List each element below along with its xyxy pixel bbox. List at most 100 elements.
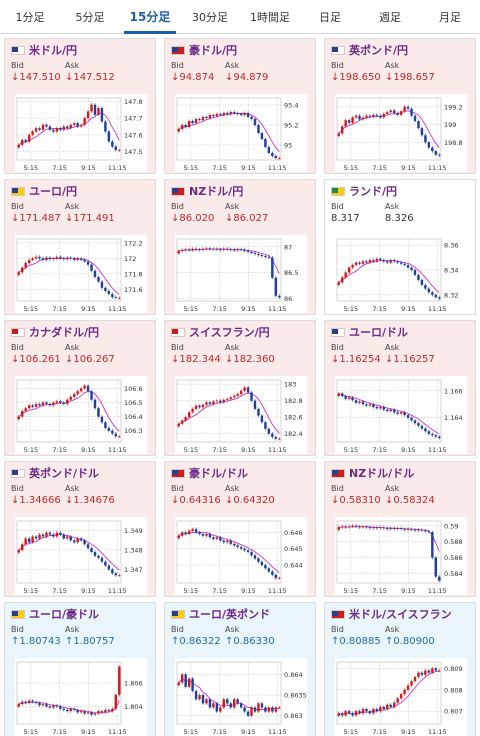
candlestick-chart[interactable]: 183 182.8 182.6 182.4 5:15 7:15 9:15 11:15 [175, 376, 307, 454]
candle-body [365, 116, 367, 118]
y-tick-label: 0.644 [284, 562, 303, 570]
candle-body [97, 408, 99, 416]
currency-pair-label[interactable]: ユーロ/円 [29, 183, 77, 199]
tab-0[interactable]: 1分足 [0, 0, 60, 33]
tab-1[interactable]: 5分足 [60, 0, 120, 33]
currency-pair-label[interactable]: ユーロ/ドル [349, 324, 408, 340]
currency-pair-label[interactable]: ユーロ/豪ドル [29, 606, 99, 622]
x-tick-label: 11:15 [428, 587, 447, 595]
candlestick-chart[interactable]: 172.2 172 171.8 171.6 5:15 7:15 9:15 11:15 [15, 235, 147, 313]
price-values: ↓0.58310 ↓0.58324 [331, 495, 469, 508]
currency-pair-label[interactable]: スイスフラン/円 [189, 324, 270, 340]
rate-card[interactable]: ランド/円 Bid Ask 8.317 8.326 8.36 8.34 8.32 5:15 7:1… [324, 179, 476, 315]
candle-body [49, 706, 51, 707]
tab-4[interactable]: 1時間足 [240, 0, 300, 33]
rate-card[interactable]: NZドル/円 Bid Ask ↓86.020 ↓86.027 87 86.5 86 5:15 7:… [164, 179, 316, 315]
currency-pair-label[interactable]: カナダドル/円 [29, 324, 99, 340]
price-labels: Bid Ask [331, 625, 469, 635]
rate-card[interactable]: ユーロ/円 Bid Ask ↓171.487 ↓171.491 172.2 172 171.8… [4, 179, 156, 315]
price-values: ↓171.487 ↓171.491 [11, 213, 149, 226]
candle-body [271, 258, 273, 278]
ask-label: Ask [65, 625, 119, 635]
candlestick-chart[interactable]: 1.166 1.164 5:15 7:15 9:15 11:15 [335, 376, 467, 454]
currency-pair-label[interactable]: 米ドル/円 [29, 42, 77, 58]
rate-card[interactable]: ユーロ/英ポンド Bid Ask ↑0.86322 ↑0.86330 0.864 0.863… [164, 602, 316, 736]
rate-card[interactable]: 英ポンド/ドル Bid Ask ↓1.34666 ↓1.34676 1.349 1.348 1… [4, 461, 156, 597]
currency-pair-label[interactable]: 英ポンド/円 [349, 42, 408, 58]
tab-5[interactable]: 日足 [300, 0, 360, 33]
rate-card[interactable]: ユーロ/豪ドル Bid Ask ↑1.80743 ↑1.80757 1.806 1.804 5… [4, 602, 156, 736]
card-header: 豪ドル/ドル [171, 466, 309, 480]
candlestick-chart[interactable]: 106.6 106.5 106.4 106.3 5:15 7:15 9:15 11:15 [15, 376, 147, 454]
candle-body [240, 249, 242, 250]
candle-body [178, 129, 180, 131]
rate-card[interactable]: スイスフラン/円 Bid Ask ↓182.344 ↓182.360 183 182.8 18… [164, 320, 316, 456]
candle-body [247, 550, 249, 552]
x-tick-label: 5:15 [184, 587, 199, 595]
candle-body [178, 424, 180, 426]
y-tick-label: 1.166 [444, 387, 463, 395]
currency-flag-icon [11, 328, 25, 337]
x-tick-label: 5:15 [24, 164, 39, 172]
ask-value: ↓94.879 [225, 72, 279, 85]
candle-body [348, 711, 350, 713]
tab-6[interactable]: 週足 [360, 0, 420, 33]
candlestick-chart[interactable]: 0.864 0.8635 0.863 5:15 7:15 9:15 11:15 [175, 658, 307, 736]
tab-7[interactable]: 月足 [420, 0, 480, 33]
chart-svg: 95.4 95.2 95 5:15 7:15 9:15 11:15 [175, 94, 307, 172]
rate-card[interactable]: 米ドル/円 Bid Ask ↓147.510 ↓147.512 147.8 147.7 147… [4, 38, 156, 174]
candle-body [393, 528, 395, 529]
tab-2[interactable]: 15分足 [120, 0, 180, 33]
currency-pair-label[interactable]: NZドル/ドル [349, 465, 414, 481]
candlestick-chart[interactable]: 0.809 0.808 0.807 5:15 7:15 9:15 11:15 [335, 658, 467, 736]
rate-card[interactable]: ユーロ/ドル Bid Ask ↓1.16254 ↓1.16257 1.166 1.164 5:… [324, 320, 476, 456]
x-tick-label: 11:15 [108, 728, 127, 736]
candle-body [28, 260, 30, 263]
rate-card[interactable]: 英ポンド/円 Bid Ask ↓198.650 ↓198.657 199.2 199 198.… [324, 38, 476, 174]
currency-pair-label[interactable]: ランド/円 [349, 183, 397, 199]
candle-body [87, 544, 89, 548]
candle-body [344, 396, 346, 399]
currency-pair-label[interactable]: 米ドル/スイスフラン [349, 606, 452, 622]
candle-body [198, 249, 200, 250]
candle-body [417, 275, 419, 280]
candle-body [101, 558, 103, 562]
candle-body [428, 142, 430, 147]
candlestick-chart[interactable]: 1.806 1.804 5:15 7:15 9:15 11:15 [15, 658, 147, 736]
candlestick-chart[interactable]: 8.36 8.34 8.32 5:15 7:15 9:15 11:15 [335, 235, 467, 313]
candlestick-chart[interactable]: 87 86.5 86 5:15 7:15 9:15 11:15 [175, 235, 307, 313]
currency-pair-label[interactable]: ユーロ/英ポンド [189, 606, 270, 622]
candle-body [393, 410, 395, 413]
candle-body [264, 139, 266, 147]
candle-body [230, 249, 232, 250]
card-header: NZドル/ドル [331, 466, 469, 480]
candle-body [400, 111, 402, 115]
rate-card[interactable]: 米ドル/スイスフラン Bid Ask ↑0.80885 ↑0.80900 0.809 0.8… [324, 602, 476, 736]
candlestick-chart[interactable]: 0.59 0.588 0.586 0.584 5:15 7:15 9:15 11:15 [335, 517, 467, 595]
currency-pair-label[interactable]: 豪ドル/ドル [189, 465, 248, 481]
candle-body [195, 529, 197, 532]
candle-body [421, 530, 423, 531]
candle-body [226, 399, 228, 400]
tab-3[interactable]: 30分足 [180, 0, 240, 33]
candlestick-chart[interactable]: 147.8 147.7 147.6 147.5 5:15 7:15 9:15 11:15 [15, 94, 147, 172]
candle-body [233, 544, 235, 546]
candlestick-chart[interactable]: 199.2 199 198.8 5:15 7:15 9:15 11:15 [335, 94, 467, 172]
rate-card[interactable]: NZドル/ドル Bid Ask ↓0.58310 ↓0.58324 0.59 0.588 0.… [324, 461, 476, 597]
rate-card[interactable]: カナダドル/円 Bid Ask ↓106.261 ↓106.267 106.6 106.5 1… [4, 320, 156, 456]
x-tick-label: 9:15 [241, 587, 256, 595]
candlestick-chart[interactable]: 95.4 95.2 95 5:15 7:15 9:15 11:15 [175, 94, 307, 172]
currency-pair-label[interactable]: 豪ドル/円 [189, 42, 237, 58]
candle-body [372, 115, 374, 117]
currency-pair-label[interactable]: 英ポンド/ドル [29, 465, 99, 481]
candle-body [344, 711, 346, 715]
candle-body [379, 527, 381, 528]
candle-body [63, 709, 65, 710]
rate-card[interactable]: 豪ドル/円 Bid Ask ↓94.874 ↓94.879 95.4 95.2 95 5:15 7… [164, 38, 316, 174]
candlestick-chart[interactable]: 1.349 1.348 1.347 5:15 7:15 9:15 11:15 [15, 517, 147, 595]
y-tick-label: 8.32 [444, 291, 458, 299]
candlestick-chart[interactable]: 0.646 0.645 0.644 5:15 7:15 9:15 11:15 [175, 517, 307, 595]
rate-card[interactable]: 豪ドル/ドル Bid Ask ↓0.64316 ↓0.64320 0.646 0.645 0.… [164, 461, 316, 597]
currency-pair-label[interactable]: NZドル/円 [189, 183, 243, 199]
candle-body [38, 703, 40, 705]
